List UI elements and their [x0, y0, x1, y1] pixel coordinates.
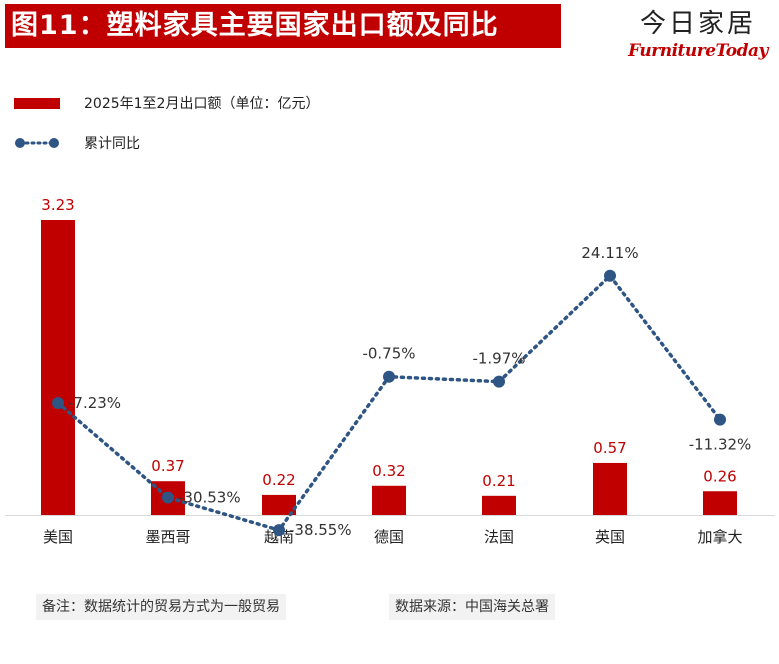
legend-bar-swatch	[14, 97, 60, 109]
legend-item-bar: 2025年1至2月出口额（单位：亿元）	[14, 92, 319, 114]
bar-value-label: 0.32	[372, 462, 405, 480]
yoy-marker-4	[493, 375, 505, 388]
bar-6	[703, 491, 737, 515]
footnote-note: 备注：数据统计的贸易方式为一般贸易	[36, 594, 286, 620]
yoy-marker-6	[714, 413, 726, 426]
legend-bar-label: 2025年1至2月出口额（单位：亿元）	[84, 96, 320, 112]
brand-name-cn: 今日家居	[639, 9, 756, 39]
yoy-value-label: -30.53%	[178, 489, 241, 507]
yoy-value-label: -11.32%	[689, 436, 752, 454]
category-tick-label: 法国	[484, 528, 514, 546]
bar-value-label: 0.26	[703, 467, 736, 485]
category-tick-label: 越南	[264, 528, 294, 546]
yoy-marker-3	[383, 370, 395, 383]
bar-value-label: 3.23	[41, 196, 74, 214]
yoy-value-label: -7.23%	[68, 394, 121, 412]
legend-line-label: 累计同比	[84, 136, 140, 152]
bar-value-label: 0.22	[262, 471, 295, 489]
yoy-value-label: 24.11%	[581, 244, 638, 262]
footnote-source: 数据来源：中国海关总署	[389, 594, 555, 620]
yoy-value-label: -1.97%	[472, 350, 525, 368]
category-tick-label: 加拿大	[697, 528, 742, 546]
bar-3	[372, 485, 406, 515]
bar-2	[262, 494, 296, 515]
yoy-value-label: -38.55%	[289, 521, 352, 539]
category-tick-label: 德国	[374, 528, 404, 546]
yoy-marker-0	[52, 396, 64, 409]
combo-chart: 3.23 美国 0.37 墨西哥 0.22 越南 0.32 德国 0.21 法国 0.57 英国 0.2…	[5, 196, 775, 546]
bar-0	[41, 220, 75, 515]
yoy-marker-2	[273, 524, 285, 537]
yoy-marker-1	[162, 491, 174, 504]
bar-value-label: 0.57	[593, 439, 626, 457]
yoy-value-label: -0.75%	[362, 345, 415, 363]
category-tick-label: 墨西哥	[145, 528, 190, 546]
bar-4	[482, 495, 516, 515]
bar-value-label: 0.37	[151, 457, 184, 475]
yoy-marker-5	[604, 269, 616, 282]
category-tick-label: 美国	[43, 528, 73, 546]
legend-item-line: 累计同比	[14, 132, 140, 154]
brand-logo: 今日家居 FurnitureToday	[628, 8, 768, 62]
category-tick-label: 英国	[595, 528, 625, 546]
legend-line-swatch	[15, 138, 59, 148]
brand-name-en: FurnitureToday	[628, 41, 768, 61]
chart-title: 图11：塑料家具主要国家出口额及同比	[5, 4, 561, 48]
bar-value-label: 0.21	[482, 472, 515, 490]
bar-5	[593, 462, 627, 515]
